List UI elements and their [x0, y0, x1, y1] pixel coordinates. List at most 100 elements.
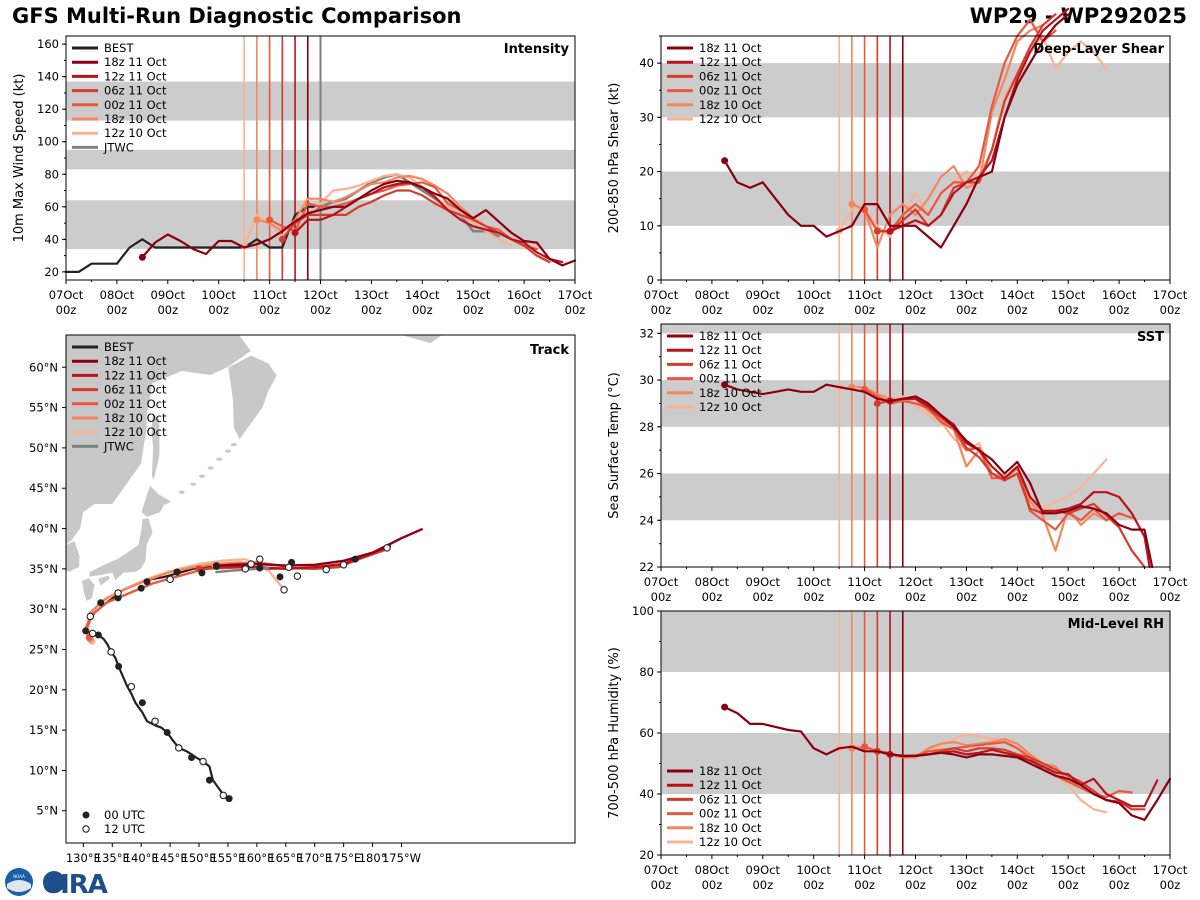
track-00utc-marker	[256, 564, 264, 572]
kuril-island	[207, 466, 214, 470]
rh-xtick-label: 07Oct	[644, 863, 679, 877]
shear-xtick-label: 00z	[752, 303, 773, 317]
rh-series-line	[723, 705, 1172, 822]
sst-ytick-label: 28	[639, 420, 654, 434]
rh-legend-label: 12z 10 Oct	[699, 835, 762, 849]
sst-xtick-label: 10Oct	[796, 575, 831, 589]
intensity-title: Intensity	[504, 42, 570, 57]
intensity-xtick-label: 13Oct	[354, 288, 389, 302]
kamchatka-landmass	[227, 354, 278, 441]
shear-xtick-label: 08Oct	[695, 288, 730, 302]
track-ytick-label: 30°N	[29, 602, 58, 616]
shear-xtick-label: 00z	[956, 303, 977, 317]
shear-ytick-label: 40	[639, 56, 654, 70]
sst-title: SST	[1137, 330, 1164, 345]
intensity-xtick-label: 11Oct	[252, 288, 287, 302]
track-00utc-marker	[138, 699, 146, 707]
track-legend-label: BEST	[104, 340, 134, 354]
shear-ytick-label: 20	[639, 165, 654, 179]
sst-series-line	[723, 383, 1154, 569]
intensity-xtick-label: 00z	[56, 303, 77, 317]
intensity-series-line	[141, 179, 577, 267]
rh-xtick-label: 00z	[803, 878, 824, 892]
track-00utc-marker	[143, 578, 151, 586]
intensity-xtick-label: 14Oct	[405, 288, 440, 302]
shear-xtick-label: 16Oct	[1102, 288, 1137, 302]
track-12utc-marker	[219, 791, 228, 800]
rh-legend-label: 18z 10 Oct	[699, 821, 762, 835]
rh-legend-label: 18z 11 Oct	[699, 764, 762, 778]
intensity-init-marker	[138, 253, 146, 261]
intensity-xtick-label: 00z	[208, 303, 229, 317]
intensity-xtick-label: 00z	[565, 303, 586, 317]
track-xtick-label: 160°E	[239, 851, 274, 865]
cira-globe-icon	[43, 871, 65, 893]
shear-legend-label: 12z 10 Oct	[699, 112, 762, 126]
rh-xtick-label: 00z	[1160, 878, 1181, 892]
intensity-ytick-label: 100	[37, 135, 59, 149]
sst-ytick-label: 32	[639, 326, 654, 340]
kuril-island	[224, 449, 231, 453]
shear-threshold-band	[661, 171, 1170, 226]
track-ytick-label: 10°N	[29, 763, 58, 777]
track-12utc-marker	[88, 629, 97, 638]
sst-xtick-label: 00z	[956, 590, 977, 604]
rh-legend-label: 12z 11 Oct	[699, 778, 762, 792]
track-00utc-marker	[188, 754, 196, 762]
intensity-ytick-label: 20	[44, 265, 59, 279]
rh-xtick-label: 09Oct	[746, 863, 781, 877]
rh-xtick-label: 08Oct	[695, 863, 730, 877]
track-12utc-marker	[127, 682, 136, 691]
track-legend-00utc-label: 00 UTC	[104, 808, 145, 822]
rh-xtick-label: 00z	[702, 878, 723, 892]
intensity-xtick-label: 17Oct	[558, 288, 593, 302]
track-ytick-label: 45°N	[29, 481, 58, 495]
sst-xtick-label: 00z	[1109, 590, 1130, 604]
intensity-ylabel: 10m Max Wind Speed (kt)	[12, 74, 27, 243]
sst-init-marker	[721, 381, 729, 389]
track-xtick-label: 175°W	[382, 851, 421, 865]
shear-xtick-label: 13Oct	[949, 288, 984, 302]
track-12utc-marker	[107, 648, 115, 656]
track-12utc-marker	[284, 563, 293, 571]
sst-ytick-label: 26	[639, 467, 654, 481]
sst-xtick-label: 09Oct	[746, 575, 781, 589]
track-00utc-marker	[276, 573, 284, 581]
sst-ytick-label: 24	[639, 513, 654, 527]
track-12utc-marker	[383, 544, 391, 552]
track-legend-label: 18z 11 Oct	[104, 354, 167, 368]
rh-ytick-label: 20	[639, 848, 654, 862]
track-12utc-marker	[199, 757, 207, 766]
rh-ytick-label: 100	[632, 604, 654, 618]
sst-xtick-label: 00z	[1007, 590, 1028, 604]
track-ytick-label: 15°N	[29, 723, 58, 737]
sst-xtick-label: 16Oct	[1102, 575, 1137, 589]
track-00utc-marker	[205, 776, 213, 784]
rh-ytick-label: 80	[639, 665, 654, 679]
shear-xtick-label: 00z	[702, 303, 723, 317]
shear-panel: 01020304007Oct00z08Oct00z09Oct00z10Oct00…	[607, 7, 1188, 317]
rh-xtick-label: 14Oct	[1000, 863, 1035, 877]
track-00utc-marker	[351, 555, 359, 563]
intensity-legend-label: BEST	[104, 41, 134, 55]
rh-title: Mid-Level RH	[1068, 617, 1164, 632]
sst-xtick-label: 00z	[702, 590, 723, 604]
page-title: GFS Multi-Run Diagnostic Comparison	[12, 4, 462, 28]
track-12utc-marker	[339, 561, 348, 569]
shear-xtick-label: 11Oct	[847, 288, 882, 302]
shear-xtick-label: 15Oct	[1051, 288, 1086, 302]
intensity-legend-label: 18z 11 Oct	[104, 55, 167, 69]
intensity-best-line	[64, 205, 322, 273]
track-legend-12utc-label: 12 UTC	[104, 822, 145, 836]
track-00utc-marker	[212, 562, 220, 570]
track-xtick-label: 155°E	[210, 851, 245, 865]
sst-legend-label: 18z 10 Oct	[699, 386, 762, 400]
shear-ytick-label: 0	[647, 273, 654, 287]
track-00utc-marker	[97, 599, 105, 607]
track-legend-label: 18z 10 Oct	[104, 411, 167, 425]
shear-xtick-label: 00z	[854, 303, 875, 317]
shear-xtick-label: 07Oct	[644, 288, 679, 302]
shear-threshold-band	[661, 63, 1170, 118]
shear-legend-label: 12z 11 Oct	[699, 55, 762, 69]
